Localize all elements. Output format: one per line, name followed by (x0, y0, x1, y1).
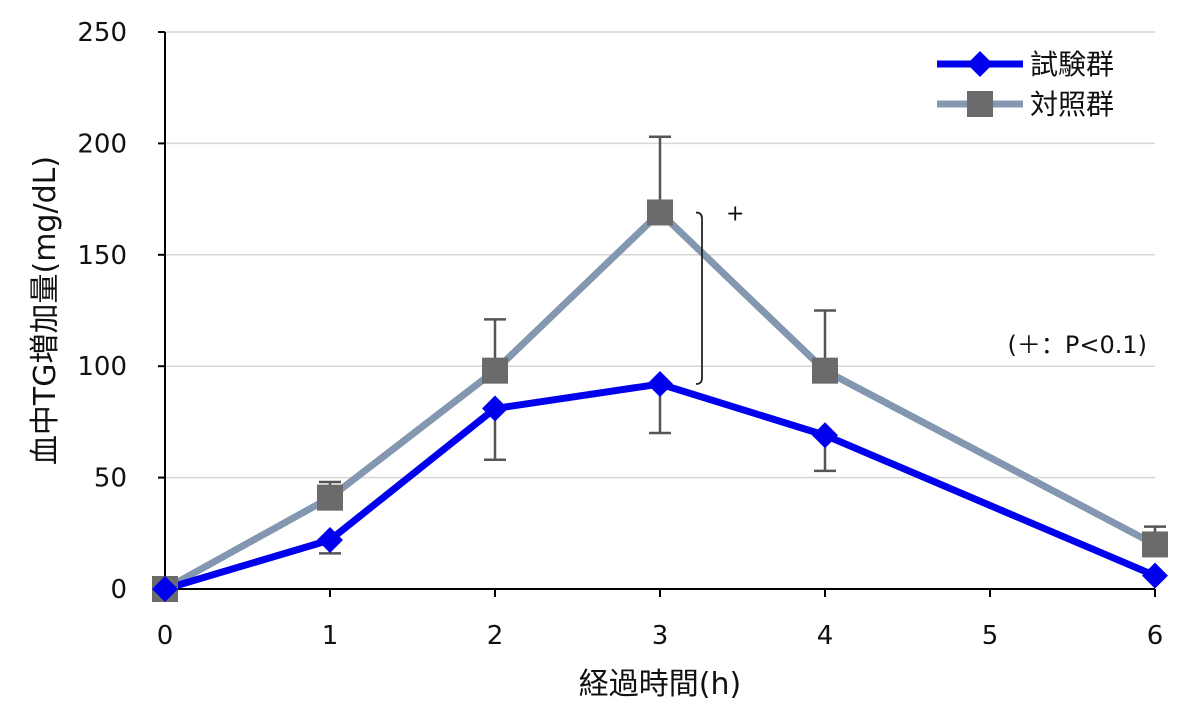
y-tick-label-200: 200 (77, 129, 127, 159)
point-s0-x1 (317, 526, 343, 553)
legend-marker-1 (967, 91, 993, 117)
y-tick-label-50: 50 (94, 464, 127, 494)
y-tick-label-150: 150 (77, 241, 127, 271)
x-tick-label-1: 1 (322, 621, 339, 651)
x-tick-label-0: 0 (157, 621, 174, 651)
y-tick-label-100: 100 (77, 352, 127, 382)
y-tick-label-250: 250 (77, 18, 127, 48)
x-tick-label-3: 3 (652, 621, 669, 651)
y-tick-label-0: 0 (110, 575, 127, 605)
point-s1-x3 (647, 199, 673, 226)
y-tick-labels: 0 50 100 150 200 250 (77, 18, 127, 605)
y-axis-title: 血中TG増加量(mg/dL) (28, 156, 63, 465)
point-s1-x1 (317, 484, 343, 511)
legend: 試験群 対照群 (937, 48, 1114, 121)
grid-lines (165, 31, 1155, 479)
significance-note: (＋：P<0.1) (1008, 331, 1147, 359)
significance-bracket (695, 211, 703, 385)
legend-label-control-group: 対照群 (1030, 88, 1114, 121)
point-s0-x0 (152, 576, 178, 602)
x-tick-label-6: 6 (1147, 621, 1164, 651)
point-s0-x6 (1142, 562, 1168, 589)
point-s0-x2 (482, 395, 508, 422)
significance-annotation: + (＋：P<0.1) (695, 201, 1147, 385)
point-s1-x4 (812, 357, 838, 384)
point-s0-x3 (647, 371, 673, 398)
x-tick-labels: 0 1 2 3 4 5 6 (157, 621, 1164, 651)
series-lines (163, 208, 1157, 593)
legend-label-test-group: 試験群 (1030, 48, 1114, 81)
x-tick-label-5: 5 (982, 621, 999, 651)
series-line-1 (163, 208, 1157, 593)
point-s1-x6 (1142, 531, 1168, 558)
point-s1-x2 (482, 357, 508, 384)
x-tick-label-2: 2 (487, 621, 504, 651)
x-tick-label-4: 4 (817, 621, 834, 651)
x-axis-title: 経過時間(h) (579, 667, 741, 702)
point-s0-x4 (812, 422, 838, 449)
legend-marker-0 (967, 51, 993, 77)
series-line-0 (164, 380, 1157, 593)
series-markers (152, 199, 1168, 602)
significance-mark: + (726, 201, 744, 226)
